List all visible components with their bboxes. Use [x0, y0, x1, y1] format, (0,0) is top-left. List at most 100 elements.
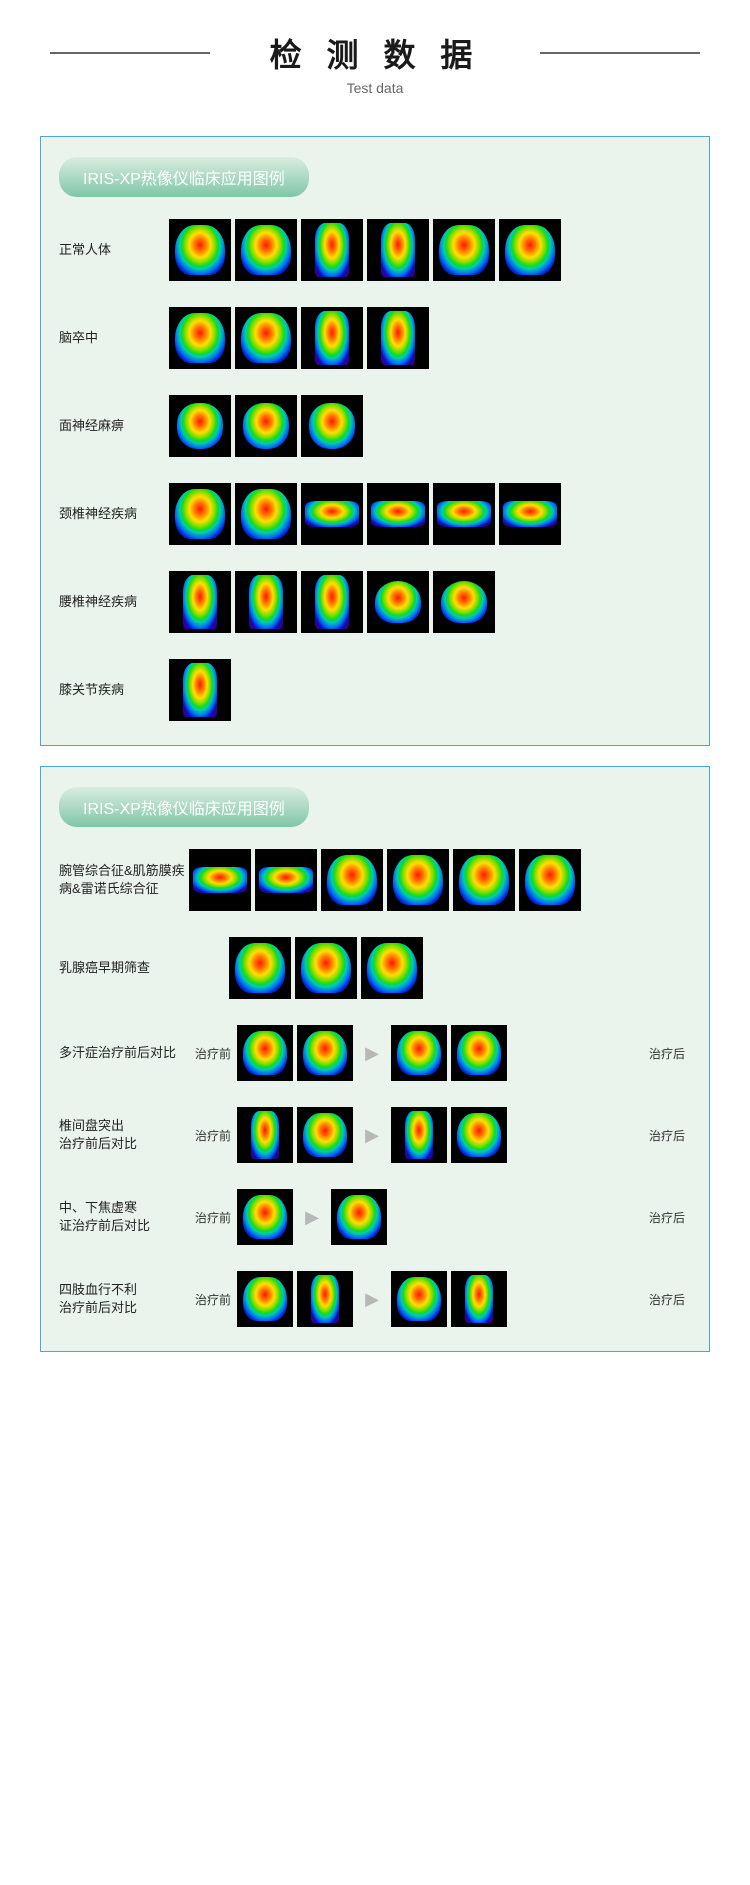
after-images	[391, 1271, 507, 1327]
thermal-image	[451, 1271, 507, 1327]
thermal-image	[237, 1189, 293, 1245]
thermal-image	[453, 849, 515, 911]
case-images	[169, 219, 561, 281]
thermal-image	[301, 219, 363, 281]
case-images	[229, 937, 423, 999]
thermal-image	[367, 307, 429, 369]
thermal-image	[169, 659, 231, 721]
thermal-image	[301, 395, 363, 457]
case-images	[189, 849, 581, 911]
after-label: 治疗后	[649, 1209, 685, 1226]
thermal-image	[237, 1107, 293, 1163]
divider-left	[50, 52, 210, 54]
thermal-image	[237, 1271, 293, 1327]
thermal-image	[499, 483, 561, 545]
arrow-icon: ▶	[361, 1042, 383, 1064]
before-images	[237, 1189, 293, 1245]
thermal-image	[229, 937, 291, 999]
case-row: 正常人体	[59, 219, 691, 281]
thermal-image	[367, 571, 429, 633]
thermal-image	[367, 219, 429, 281]
case-row: 中、下焦虚寒证治疗前后对比治疗前 ▶ 治疗后	[59, 1189, 691, 1245]
arrow-icon: ▶	[361, 1288, 383, 1310]
arrow-icon: ▶	[361, 1124, 383, 1146]
thermal-image	[301, 571, 363, 633]
before-label: 治疗前	[195, 1291, 231, 1308]
thermal-image	[235, 395, 297, 457]
thermal-image	[297, 1271, 353, 1327]
before-images	[237, 1271, 353, 1327]
case-row: 多汗症治疗前后对比治疗前▶治疗后	[59, 1025, 691, 1081]
after-label: 治疗后	[649, 1045, 685, 1062]
case-label: 中、下焦虚寒证治疗前后对比	[59, 1199, 189, 1235]
thermal-image	[331, 1189, 387, 1245]
thermal-image	[235, 571, 297, 633]
case-row: 腕管综合征&肌筋膜疾病&雷诺氏综合征	[59, 849, 691, 911]
case-row: 椎间盘突出治疗前后对比治疗前▶治疗后	[59, 1107, 691, 1163]
page-subtitle: Test data	[0, 80, 750, 96]
after-images	[391, 1107, 507, 1163]
thermal-image	[169, 307, 231, 369]
case-label: 腰椎神经疾病	[59, 593, 169, 611]
thermal-image	[391, 1271, 447, 1327]
thermal-image	[255, 849, 317, 911]
thermal-image	[235, 219, 297, 281]
thermal-image	[169, 395, 231, 457]
case-row: 四肢血行不利治疗前后对比治疗前▶治疗后	[59, 1271, 691, 1327]
case-images	[169, 307, 429, 369]
before-images	[237, 1107, 353, 1163]
case-row: 膝关节疾病	[59, 659, 691, 721]
case-images	[169, 395, 363, 457]
thermal-image	[189, 849, 251, 911]
thermal-image	[235, 307, 297, 369]
case-row: 面神经麻痹	[59, 395, 691, 457]
thermal-image	[169, 219, 231, 281]
case-row: 腰椎神经疾病	[59, 571, 691, 633]
thermal-image	[169, 483, 231, 545]
after-label: 治疗后	[649, 1127, 685, 1144]
after-images	[331, 1189, 387, 1245]
divider-right	[540, 52, 700, 54]
thermal-image	[391, 1107, 447, 1163]
case-row: 乳腺癌早期筛查	[59, 937, 691, 999]
after-label: 治疗后	[649, 1291, 685, 1308]
thermal-image	[169, 571, 231, 633]
case-label: 颈椎神经疾病	[59, 505, 169, 523]
thermal-image	[301, 307, 363, 369]
case-row: 脑卒中	[59, 307, 691, 369]
before-images	[237, 1025, 353, 1081]
thermal-image	[367, 483, 429, 545]
case-label: 脑卒中	[59, 329, 169, 347]
thermal-image	[295, 937, 357, 999]
thermal-image	[387, 849, 449, 911]
clinical-panel: IRIS-XP热像仪临床应用图例腕管综合征&肌筋膜疾病&雷诺氏综合征乳腺癌早期筛…	[40, 766, 710, 1352]
case-label: 膝关节疾病	[59, 681, 169, 699]
thermal-image	[433, 219, 495, 281]
thermal-image	[391, 1025, 447, 1081]
panel-title: IRIS-XP热像仪临床应用图例	[59, 787, 309, 827]
before-label: 治疗前	[195, 1209, 231, 1226]
case-images	[169, 659, 231, 721]
thermal-image	[519, 849, 581, 911]
thermal-image	[237, 1025, 293, 1081]
case-images	[169, 483, 561, 545]
clinical-panel: IRIS-XP热像仪临床应用图例正常人体脑卒中面神经麻痹颈椎神经疾病腰椎神经疾病…	[40, 136, 710, 746]
case-label: 乳腺癌早期筛查	[59, 959, 189, 977]
page-header: 检 测 数 据 Test data	[0, 0, 750, 116]
case-label: 面神经麻痹	[59, 417, 169, 435]
thermal-image	[301, 483, 363, 545]
before-label: 治疗前	[195, 1045, 231, 1062]
thermal-image	[321, 849, 383, 911]
case-label: 椎间盘突出治疗前后对比	[59, 1117, 189, 1153]
thermal-image	[451, 1107, 507, 1163]
thermal-image	[499, 219, 561, 281]
thermal-image	[235, 483, 297, 545]
thermal-image	[451, 1025, 507, 1081]
thermal-image	[297, 1107, 353, 1163]
arrow-icon: ▶	[301, 1206, 323, 1228]
case-row: 颈椎神经疾病	[59, 483, 691, 545]
thermal-image	[433, 483, 495, 545]
case-label: 正常人体	[59, 241, 169, 259]
thermal-image	[361, 937, 423, 999]
panel-title: IRIS-XP热像仪临床应用图例	[59, 157, 309, 197]
